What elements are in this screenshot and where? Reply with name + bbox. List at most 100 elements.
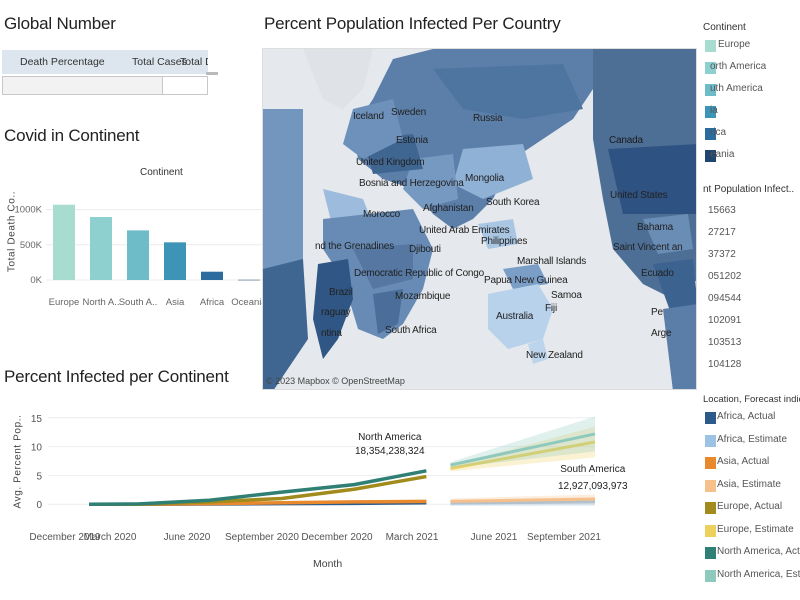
legend-forecast-item[interactable]: North America, Actual: [717, 546, 800, 557]
line-x-tick: June 2021: [471, 532, 518, 543]
table-scrollbar[interactable]: [206, 72, 218, 75]
line-x-tick: December 2020: [301, 532, 373, 543]
legend-forecast-item[interactable]: Europe, Estimate: [717, 523, 794, 535]
map-label-bahamas: Bahama: [637, 222, 674, 233]
world-map[interactable]: Iceland Sweden Russia Estonia Canada Uni…: [262, 48, 697, 390]
bar-y-tick: 0K: [30, 275, 42, 286]
legend-forecast-item[interactable]: North America, Estim..: [717, 568, 800, 580]
line-x-tick: March 2020: [84, 532, 137, 543]
annotation-south-america: South America 12,927,093,973: [558, 464, 628, 492]
map-label-safrica: South Africa: [385, 325, 437, 336]
legend-ppi-item[interactable]: 102091: [708, 315, 742, 326]
legend-continent-item[interactable]: uth America: [710, 83, 763, 94]
map-label-russia: Russia: [473, 113, 503, 124]
legend-forecast-swatch: [705, 457, 716, 469]
map-label-estonia: Estonia: [396, 135, 428, 146]
legend-continent-swatch: [705, 106, 716, 118]
legend-ppi-item[interactable]: 051202: [708, 271, 742, 282]
legend-continent-swatch: [705, 84, 716, 96]
legend-forecast-swatch: [705, 434, 716, 447]
legend-ppi-title: nt Population Infect..: [703, 184, 795, 195]
legend-forecast-item[interactable]: Europe, Actual: [717, 501, 783, 512]
series-africa-estimate[interactable]: [450, 500, 596, 505]
map-label-peru: Pe: [651, 307, 663, 318]
series-north-america-actual[interactable]: [89, 469, 427, 506]
bar-x-tick: Oceania: [231, 297, 262, 308]
line-x-tick: December 2019: [29, 532, 101, 543]
legend-forecast-swatch: [705, 547, 716, 559]
col-total-cases[interactable]: Total Cases: [132, 56, 187, 68]
legend-continent-item[interactable]: rica: [710, 127, 727, 138]
legend-continent-item[interactable]: eania: [710, 149, 735, 160]
line-y-tick: 15: [31, 414, 43, 425]
percent-infected-title: Percent Infected per Continent: [4, 367, 229, 386]
bar-north-a-[interactable]: [90, 216, 112, 280]
legend-forecast-item[interactable]: Asia, Actual: [717, 456, 770, 467]
col-death-percentage[interactable]: Death Percentage: [20, 56, 105, 68]
legend-ppi-item[interactable]: 103513: [708, 337, 742, 348]
bar-africa[interactable]: [201, 271, 223, 280]
annotation-north-america: North America 18,354,238,324: [355, 432, 425, 457]
legend-forecast-item[interactable]: Africa, Estimate: [717, 433, 788, 445]
legend-forecast-title: Location, Forecast indicat..: [703, 394, 800, 405]
covid-continent-title: Covid in Continent: [4, 126, 140, 145]
annotation-south-america-value: 12,927,093,973: [558, 481, 628, 492]
map-label-skorea: South Korea: [486, 197, 540, 208]
legend-ppi-item[interactable]: 094544: [708, 293, 742, 304]
series-asia-estimate[interactable]: [450, 497, 596, 503]
bar-x-tick: Africa: [200, 297, 225, 308]
map-label-afghanistan: Afghanistan: [423, 203, 474, 214]
legend-forecast-item[interactable]: Asia, Estimate: [717, 478, 781, 490]
line-x-tick: September 2020: [225, 532, 299, 543]
legend-ppi-item[interactable]: 104128: [708, 359, 742, 370]
legend-ppi-item[interactable]: 15663: [708, 205, 736, 216]
legend-continent-swatch: [705, 128, 716, 140]
map-title: Percent Population Infected Per Country: [264, 14, 561, 33]
map-label-png: Papua New Guinea: [484, 275, 568, 286]
map-label-argentina-left: ntina: [321, 328, 342, 339]
map-shapes: [263, 49, 696, 389]
series-europe-estimate[interactable]: [450, 440, 596, 470]
annotation-north-america-value: 18,354,238,324: [355, 446, 425, 457]
map-label-nz: New Zealand: [526, 350, 583, 361]
legend-continent-swatch: [705, 40, 716, 52]
line-y-tick: 5: [36, 471, 42, 482]
bar-south-a-[interactable]: [127, 230, 149, 280]
map-label-grenadines: nd the Grenadines: [315, 241, 394, 252]
map-label-canada: Canada: [609, 135, 643, 146]
series-north-america-estim-[interactable]: [450, 432, 596, 467]
legend-ppi-item[interactable]: 37372: [708, 249, 736, 260]
col-total-deaths[interactable]: Total D: [180, 56, 208, 68]
legend-ppi-item[interactable]: 27217: [708, 227, 736, 238]
map-label-uk: United Kingdom: [356, 157, 425, 168]
map-attribution[interactable]: © 2023 Mapbox © OpenStreetMap: [266, 376, 405, 386]
bar-chart: 1000K 500K 0K Europe North A.. South A.. Asia A…: [15, 204, 262, 308]
legend-continent-item[interactable]: orth America: [710, 61, 767, 72]
map-label-djibouti: Djibouti: [409, 244, 441, 255]
map-label-mozambique: Mozambique: [395, 291, 451, 302]
map-label-uae: United Arab Emirates: [419, 225, 510, 236]
legend-continent-title: Continent: [703, 22, 746, 33]
line-x-tick: September 2021: [527, 532, 601, 543]
bar-asia[interactable]: [164, 242, 186, 280]
bar-y-tick: 1000K: [15, 205, 43, 216]
map-label-iceland: Iceland: [353, 111, 384, 122]
global-number-title: Global Number: [4, 14, 116, 33]
forecast-band: [450, 416, 595, 468]
bar-europe[interactable]: [53, 204, 75, 280]
bar-oceania[interactable]: [238, 279, 260, 281]
global-number-header: Death Percentage Total Cases Total D: [2, 50, 208, 74]
legend-forecast-swatch: [705, 569, 716, 582]
map-label-us: United States: [610, 190, 668, 201]
legend-continent-item[interactable]: ia: [710, 105, 718, 116]
line-x-tick: June 2020: [164, 532, 211, 543]
bar-header-continent: Continent: [140, 167, 183, 178]
legend-continent-item[interactable]: Europe: [718, 39, 751, 50]
map-label-marshall: Marshall Islands: [517, 256, 587, 267]
legend-forecast-item[interactable]: Africa, Actual: [717, 411, 776, 422]
bar-y-tick: 500K: [20, 240, 43, 251]
legend-forecast-swatch: [705, 412, 716, 424]
line-x-tick: March 2021: [386, 532, 439, 543]
bar-x-tick: North A..: [83, 297, 120, 308]
